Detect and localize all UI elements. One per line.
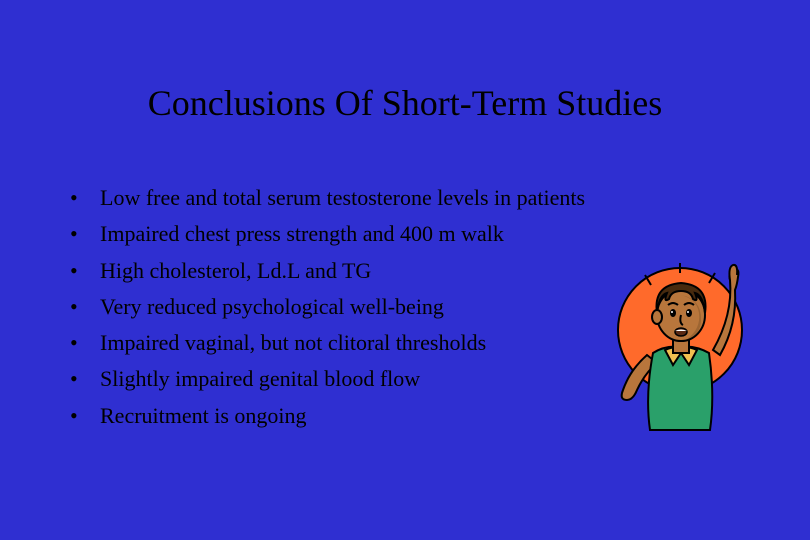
bullet-icon: •	[70, 361, 78, 397]
bullet-icon: •	[70, 216, 78, 252]
slide-title: Conclusions Of Short-Term Studies	[0, 82, 810, 124]
bullet-text: High cholesterol, Ld.L and TG	[100, 258, 371, 283]
bullet-icon: •	[70, 398, 78, 434]
bullet-text: Recruitment is ongoing	[100, 403, 307, 428]
bullet-list: • Low free and total serum testosterone l…	[70, 180, 585, 434]
list-item: • Low free and total serum testosterone l…	[70, 180, 585, 216]
list-item: • Impaired chest press strength and 400 m…	[70, 216, 585, 252]
bullet-text: Very reduced psychological well-being	[100, 294, 444, 319]
slide: Conclusions Of Short-Term Studies • Low f…	[0, 0, 810, 540]
bullet-text: Impaired chest press strength and 400 m …	[100, 221, 504, 246]
bullet-icon: •	[70, 325, 78, 361]
bullet-icon: •	[70, 180, 78, 216]
list-item: • Very reduced psychological well-being	[70, 289, 585, 325]
list-item: • Slightly impaired genital blood flow	[70, 361, 585, 397]
bullet-text: Slightly impaired genital blood flow	[100, 366, 420, 391]
list-item: • Recruitment is ongoing	[70, 398, 585, 434]
list-item: • Impaired vaginal, but not clitoral thre…	[70, 325, 585, 361]
bullet-text: Low free and total serum testosterone le…	[100, 185, 585, 210]
bullet-icon: •	[70, 289, 78, 325]
list-item: • High cholesterol, Ld.L and TG	[70, 253, 585, 289]
bullet-text: Impaired vaginal, but not clitoral thres…	[100, 330, 486, 355]
bullet-icon: •	[70, 253, 78, 289]
person-idea-icon	[605, 255, 755, 435]
